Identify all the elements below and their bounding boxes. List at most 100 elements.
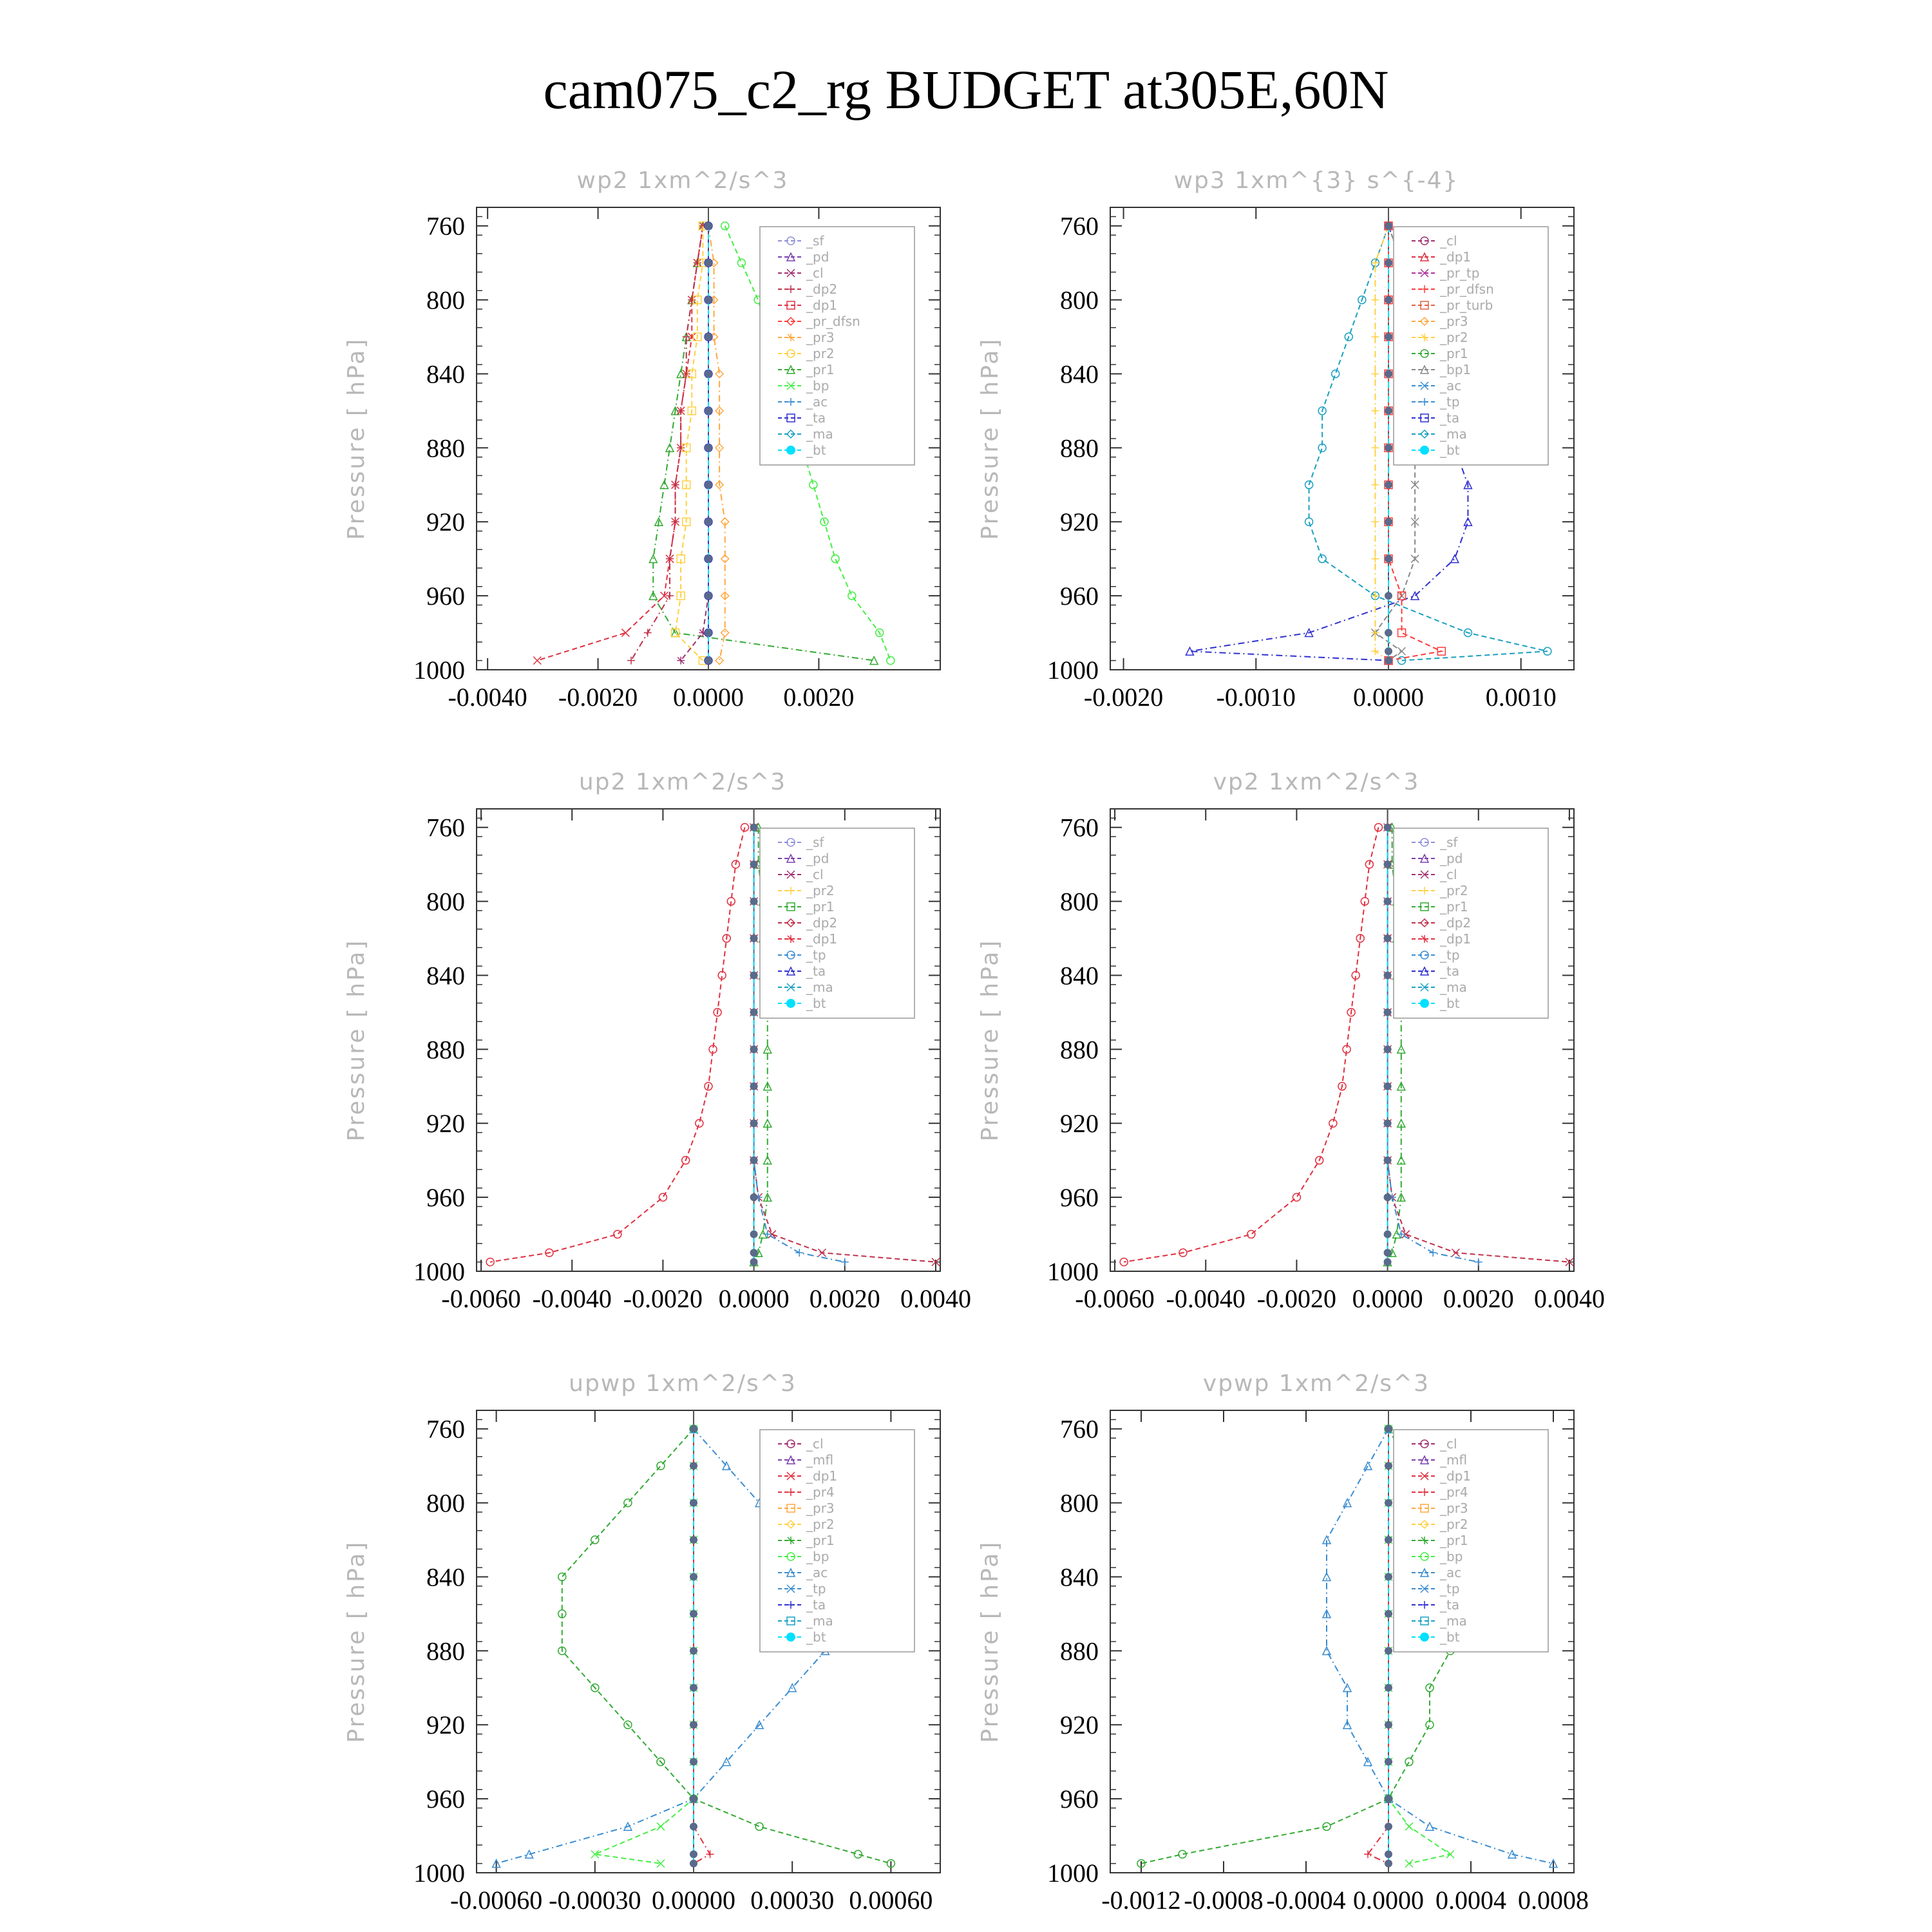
y-tick-label: 880: [426, 1035, 465, 1064]
legend-marker: [1420, 349, 1429, 358]
data-point: [666, 554, 674, 563]
data-point: [720, 591, 730, 601]
series-line-pr2: [674, 225, 704, 661]
y-tick-label: 840: [1060, 1562, 1099, 1591]
data-point: [886, 656, 895, 665]
data-point: [704, 1082, 713, 1091]
data-point: [1385, 1823, 1392, 1831]
data-point: [1322, 1822, 1331, 1831]
data-point: [1360, 896, 1370, 906]
legend-marker: [1420, 902, 1429, 911]
y-tick-label: 800: [426, 1489, 465, 1518]
y-tick-label: 960: [1060, 1183, 1099, 1212]
data-point: [848, 591, 857, 600]
data-point: [750, 1193, 758, 1202]
legend-marker: [1419, 316, 1430, 327]
legend-marker: [786, 446, 795, 455]
data-point: [1385, 518, 1392, 526]
data-point: [677, 406, 685, 415]
legend-label: _pr_dfsn: [1439, 281, 1494, 297]
legend-marker: [1420, 236, 1429, 245]
data-point: [690, 1721, 698, 1729]
legend-label: _bp: [806, 378, 829, 393]
data-point: [1463, 516, 1473, 526]
chart-panel-3: up2 1xm^2/s^3 Pressure [ hPa] 760 800 840 880…: [343, 769, 971, 1313]
data-point: [681, 480, 691, 489]
legend-marker: [786, 951, 795, 960]
data-point: [726, 896, 736, 906]
data-point: [687, 332, 696, 341]
data-point: [690, 1850, 698, 1859]
data-point: [1450, 554, 1460, 564]
y-tick-label: 1000: [413, 656, 465, 685]
series-line-pr1: [561, 1428, 891, 1864]
legend-marker: [786, 316, 796, 327]
data-point: [1446, 1850, 1455, 1859]
data-point: [682, 333, 690, 341]
chart-panel-1: wp2 1xm^2/s^3 Pressure [ hPa] 760 800 840 880…: [343, 167, 941, 712]
y-axis-label: Pressure [ hPa]: [343, 939, 370, 1142]
y-tick-label: 960: [1060, 1785, 1099, 1814]
data-point: [740, 822, 750, 832]
legend-label: _pr3: [1439, 1501, 1468, 1516]
legend-label: _ac: [1439, 378, 1461, 393]
data-point: [690, 1573, 698, 1581]
legend-marker: [1421, 935, 1428, 943]
legend-label: _ac: [1439, 1565, 1461, 1580]
data-point: [750, 823, 758, 831]
data-point: [1385, 1462, 1392, 1470]
chart-panel-5: upwp 1xm^2/s^3 Pressure [ hPa] 760 800 840 88…: [343, 1370, 941, 1915]
data-point: [1425, 1683, 1434, 1692]
data-point: [1385, 1850, 1392, 1859]
data-point: [931, 1258, 940, 1267]
data-point: [1410, 591, 1420, 600]
data-point: [1385, 406, 1392, 415]
legend-marker: [786, 349, 795, 358]
legend-label: _tp: [806, 947, 826, 963]
data-point: [705, 629, 712, 637]
legend-label: _pr2: [806, 1517, 835, 1532]
data-point: [690, 1499, 698, 1507]
data-point: [681, 443, 691, 453]
data-point: [1247, 1229, 1256, 1239]
data-point: [1358, 295, 1367, 305]
data-point: [1405, 1757, 1414, 1766]
legend-marker: [1421, 887, 1428, 895]
legend-marker: [1421, 1537, 1428, 1544]
data-point: [705, 518, 712, 526]
legend-marker: [1420, 1504, 1429, 1513]
data-point: [659, 591, 668, 600]
y-tick-label: 960: [426, 1785, 465, 1814]
data-point: [1385, 480, 1392, 489]
data-point: [690, 1462, 698, 1470]
y-tick-label: 960: [426, 1183, 465, 1212]
data-point: [720, 628, 730, 638]
legend-label: _bt: [1439, 442, 1460, 458]
data-point: [558, 1646, 567, 1656]
data-point: [1397, 656, 1406, 665]
data-point: [706, 1850, 714, 1859]
data-point: [715, 656, 724, 665]
data-point: [705, 222, 712, 230]
data-point: [1385, 370, 1392, 378]
legend-marker: [1420, 301, 1429, 310]
data-point: [705, 333, 712, 341]
legend-label: _pr_dfsn: [806, 314, 860, 329]
legend-label: _tp: [806, 1581, 826, 1596]
legend-marker: [786, 966, 796, 976]
y-tick-label: 880: [1060, 1035, 1099, 1064]
series-line-dp1: [1124, 827, 1379, 1263]
legend-label: _pr2: [806, 883, 835, 898]
data-point: [621, 629, 630, 638]
data-point: [1463, 480, 1473, 489]
data-point: [1396, 1192, 1406, 1202]
legend-label: _bt: [1439, 1629, 1460, 1645]
data-point: [1304, 517, 1314, 526]
y-tick-label: 760: [426, 813, 465, 842]
data-point: [1463, 628, 1473, 638]
series-line-pr1: [753, 827, 768, 1263]
data-point: [690, 1823, 698, 1831]
series-line-tp: [1387, 827, 1479, 1263]
data-point: [708, 1045, 717, 1054]
data-point: [1385, 1683, 1392, 1692]
